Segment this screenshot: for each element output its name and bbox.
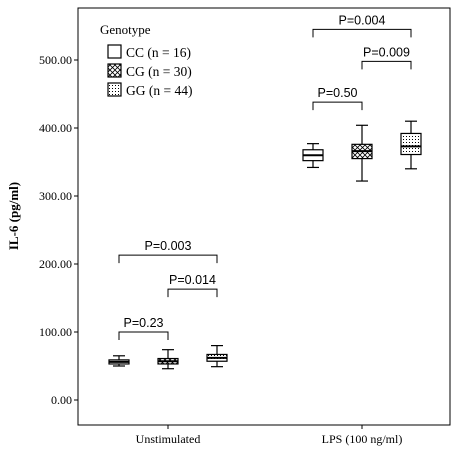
legend: Genotype CC (n = 16) CG (n = 30) GG (n = 4… <box>100 22 192 98</box>
legend-swatch <box>107 82 122 97</box>
legend-item: CG (n = 30) <box>107 63 192 79</box>
legend-item: GG (n = 44) <box>107 82 192 98</box>
y-tick-label: 0.00 <box>51 393 72 407</box>
x-tick-label: Unstimulated <box>136 432 201 446</box>
legend-item: CC (n = 16) <box>107 44 191 60</box>
p-value-label: P=0.23 <box>124 316 164 330</box>
p-value-label: P=0.004 <box>339 13 386 27</box>
p-value-label: P=0.003 <box>145 239 192 253</box>
p-value-bracket: P=0.50 <box>312 86 363 111</box>
x-tick-label: LPS (100 ng/ml) <box>322 432 403 446</box>
box-series <box>108 120 422 370</box>
p-value-bracket: P=0.014 <box>167 273 218 298</box>
y-tick-label: 100.00 <box>39 325 72 339</box>
box-cc-0 <box>108 355 130 367</box>
box-gg-0 <box>206 345 228 368</box>
y-axis: 0.00 100.00 200.00 300.00 400.00 500.00 <box>39 53 78 407</box>
legend-swatch <box>107 44 122 59</box>
significance-annotations: P=0.23 P=0.014 P=0.003 P=0.50 P=0.009 P=0.004 <box>118 13 412 340</box>
legend-title: Genotype <box>100 22 151 37</box>
bracket-line <box>361 60 412 70</box>
p-value-bracket: P=0.003 <box>118 239 218 264</box>
x-axis: Unstimulated LPS (100 ng/ml) <box>136 425 403 446</box>
legend-label: CG (n = 30) <box>126 64 192 79</box>
box-gg-1 <box>400 120 422 170</box>
bracket-line <box>118 331 169 340</box>
bracket-line <box>312 101 363 111</box>
box-cg-0 <box>157 349 179 370</box>
y-tick-label: 200.00 <box>39 257 72 271</box>
p-value-label: P=0.50 <box>318 86 358 100</box>
y-tick-label: 500.00 <box>39 53 72 67</box>
p-value-label: P=0.014 <box>169 273 216 287</box>
y-tick-label: 400.00 <box>39 121 72 135</box>
legend-label: GG (n = 44) <box>126 83 192 98</box>
box-iqr <box>400 132 422 156</box>
p-value-label: P=0.009 <box>363 45 410 59</box>
legend-label: CC (n = 16) <box>126 45 191 60</box>
y-tick-label: 300.00 <box>39 189 72 203</box>
p-value-bracket: P=0.23 <box>118 316 169 340</box>
box-cg-1 <box>351 124 373 182</box>
p-value-bracket: P=0.004 <box>312 13 412 38</box>
bracket-line <box>312 28 412 38</box>
p-value-bracket: P=0.009 <box>361 45 412 70</box>
legend-swatch <box>107 63 122 78</box>
y-axis-label: IL-6 (pg/ml) <box>6 182 21 250</box>
plot-frame <box>77 7 451 426</box>
box-cc-1 <box>302 143 324 169</box>
bracket-line <box>118 254 218 264</box>
bracket-line <box>167 288 218 298</box>
